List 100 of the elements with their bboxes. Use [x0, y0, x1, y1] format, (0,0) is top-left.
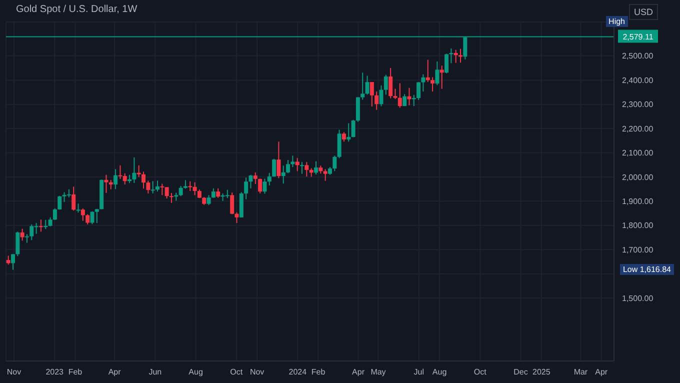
- candlestick: [206, 194, 211, 206]
- y-axis-title: USD: [628, 4, 658, 20]
- candlestick: [398, 82, 402, 108]
- chart-title: Gold Spot / U.S. Dollar, 1W: [16, 4, 138, 15]
- candlestick: [86, 214, 90, 225]
- y-tick-label: 1,500.00: [622, 294, 654, 303]
- candlestick: [150, 180, 155, 194]
- candlestick: [38, 219, 43, 232]
- candlestick: [169, 192, 174, 204]
- candlestick: [416, 82, 421, 100]
- y-tick-label: 2,100.00: [622, 148, 654, 158]
- candlestick: [454, 49, 458, 64]
- candlestick: [192, 182, 197, 196]
- candlestick: [178, 185, 183, 197]
- candlestick: [230, 192, 234, 215]
- candlestick: [58, 195, 62, 210]
- candlestick: [234, 212, 239, 224]
- candlestick: [24, 234, 29, 244]
- x-tick-label: Jun: [148, 368, 162, 377]
- candlestick: [72, 186, 76, 212]
- candlestick: [426, 59, 430, 83]
- candlestick: [52, 208, 57, 221]
- candlestick: [370, 82, 374, 108]
- text: Low 1,616.84: [620, 264, 674, 275]
- x-tick-label: Feb: [311, 368, 326, 377]
- x-tick-label: Apr: [352, 368, 365, 377]
- candlestick: [156, 180, 160, 192]
- x-tick-label: Oct: [474, 368, 488, 377]
- x-tick-label: Feb: [68, 368, 83, 377]
- candlestick: [10, 253, 15, 270]
- candlestick: [104, 174, 108, 194]
- x-tick-label: 2024: [288, 368, 308, 377]
- candlestick: [435, 60, 440, 86]
- x-tick-label: Mar: [574, 368, 588, 377]
- candlestick: [239, 192, 244, 218]
- candlestick: [267, 172, 272, 186]
- candlestick: [440, 65, 444, 90]
- ref-line-label: 2,579.11: [622, 32, 654, 42]
- x-tick-label: May: [370, 368, 386, 377]
- candlestick: [384, 74, 388, 96]
- candlestick: [94, 208, 99, 224]
- candlestick: [323, 168, 328, 182]
- candlestick: [80, 208, 85, 222]
- candlestick: [304, 161, 309, 177]
- candlestick: [108, 179, 113, 190]
- y-tick-label: 1,900.00: [622, 197, 654, 206]
- y-tick-label: 2,500.00: [622, 52, 654, 61]
- x-tick-label: Aug: [188, 368, 203, 377]
- x-tick-label: Nov: [250, 368, 264, 377]
- candlestick: [314, 160, 318, 176]
- x-tick-label: Nov: [6, 368, 22, 377]
- y-tick-label: 2,200.00: [622, 124, 654, 134]
- candlestick: [337, 129, 342, 159]
- candlestick: [90, 210, 94, 225]
- candlestick: [458, 48, 463, 64]
- candlestick: [114, 168, 118, 190]
- candlestick: [16, 231, 20, 257]
- candlestick: [421, 74, 426, 92]
- y-tick-label: 2,300.00: [622, 100, 654, 110]
- candlestick: [444, 53, 449, 74]
- candlestick: [379, 84, 384, 107]
- y-tick-label: 1,700.00: [622, 245, 654, 254]
- x-tick-label: Apr: [595, 368, 608, 377]
- annotation: High: [606, 16, 628, 27]
- candlestick: [188, 180, 192, 192]
- candlestick: [290, 155, 295, 168]
- candlestick: [365, 75, 370, 96]
- x-tick-label: Jul: [414, 368, 424, 377]
- candlestick: [244, 177, 248, 200]
- candlestick: [286, 160, 290, 174]
- candlestick: [248, 174, 253, 189]
- candlestick: [300, 161, 304, 174]
- candlestick: [332, 155, 337, 172]
- candlestick: [351, 119, 356, 138]
- y-tick-label: 1,800.00: [622, 221, 654, 230]
- x-tick-label: Apr: [108, 368, 122, 377]
- candlestick: [211, 188, 216, 198]
- candlestick: [276, 141, 281, 179]
- candlestick: [216, 188, 220, 198]
- candlestick: [342, 132, 346, 142]
- candlestick: [281, 165, 286, 184]
- y-tick-label: 2,400.00: [622, 76, 654, 85]
- candlestick: [393, 88, 398, 100]
- x-tick-label: Aug: [432, 368, 447, 377]
- candlestick: [20, 228, 24, 242]
- x-tick-label: 2023: [46, 368, 64, 377]
- candlestick: [388, 68, 393, 99]
- candlestick: [346, 122, 351, 142]
- candlestick: [272, 158, 276, 178]
- candlestick: [258, 178, 262, 194]
- candlestick: [374, 90, 379, 110]
- x-tick-label: Oct: [230, 368, 244, 377]
- y-tick-label: 2,000.00: [622, 172, 654, 182]
- x-tick-label: Dec: [514, 368, 528, 377]
- candlestick: [360, 72, 365, 100]
- candlestick: [142, 171, 146, 190]
- candlestick: [146, 180, 150, 194]
- x-tick-label: 2025: [532, 368, 551, 377]
- candlestick: [356, 96, 360, 122]
- candlestick: [262, 178, 267, 194]
